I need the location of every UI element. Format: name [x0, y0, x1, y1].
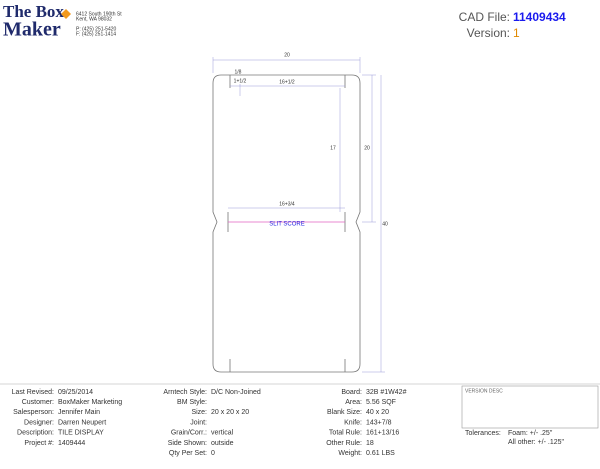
- logo-diamond: [61, 9, 71, 19]
- field-value: 0.61 LBS: [366, 450, 395, 457]
- field-value: 143+7/8: [366, 419, 392, 426]
- field-label: Description:: [17, 430, 54, 437]
- field-value: D/C Non-Joined: [211, 389, 261, 396]
- dimension: 17: [330, 145, 336, 151]
- dimension: 40: [382, 221, 388, 227]
- dimension: 16+3/4: [279, 201, 295, 207]
- field-value: 32B #1W42#: [366, 389, 407, 396]
- version-value: 1: [513, 26, 520, 40]
- field-value: 40 x 20: [366, 409, 389, 416]
- field-value: 09/25/2014: [58, 389, 93, 396]
- field-value: 161+13/16: [366, 430, 399, 437]
- field-value: vertical: [211, 430, 234, 437]
- field-value: TILE DISPLAY: [58, 430, 104, 437]
- field-label: BM Style:: [177, 399, 207, 406]
- dimension: 20: [284, 52, 290, 58]
- logo-top: The Box: [3, 2, 64, 21]
- field-value: 18: [366, 440, 374, 447]
- address: Kent, WA 98032: [76, 16, 112, 22]
- field-label: Salesperson:: [13, 409, 54, 416]
- field-value: Jennifer Main: [58, 409, 100, 416]
- field-label: Qty Per Set:: [169, 450, 207, 457]
- slots: [227, 75, 346, 372]
- dimension: 1+1/2: [234, 78, 247, 84]
- field-label: Weight:: [338, 450, 362, 457]
- dimension: 1/8: [235, 69, 242, 75]
- field-value: Darren Neupert: [58, 419, 106, 426]
- version-box: [461, 385, 599, 429]
- tolerances-label: Tolerances:: [465, 430, 501, 437]
- dimension: 16+1/2: [279, 79, 295, 85]
- footer-fields: Last Revised: 09/25/2014 Customer: BoxMaker…: [12, 389, 407, 457]
- field-label: Project #:: [24, 440, 54, 447]
- slit-score-label: SLIT SCORE: [269, 222, 305, 228]
- cad-label: CAD File:: [459, 10, 510, 24]
- field-label: Total Rule:: [329, 430, 362, 437]
- field-label: Side Shown:: [168, 440, 207, 447]
- field-value: 1409444: [58, 440, 85, 447]
- field-value: BoxMaker Marketing: [58, 399, 122, 406]
- field-label: Grain/Corr.:: [171, 430, 207, 437]
- version-desc: VERSION DESC: [465, 388, 503, 394]
- field-label: Other Rule:: [326, 440, 362, 447]
- field-label: Customer:: [22, 399, 54, 406]
- cad-value: 11409434: [513, 10, 566, 24]
- address: P: (425) 251-5420: [76, 26, 117, 32]
- logo-bottom: Maker: [3, 19, 61, 41]
- tolerance: Foam: +/- .25": [508, 430, 553, 437]
- address: 6412 South 190th St: [76, 11, 122, 17]
- dimension-line: [230, 84, 345, 96]
- field-label: Area:: [345, 399, 362, 406]
- version-label: Version:: [467, 26, 510, 40]
- dimension-line: [362, 74, 376, 223]
- dimension-line: [212, 57, 361, 73]
- field-value: 20 x 20 x 20: [211, 409, 249, 416]
- field-label: Board:: [341, 389, 362, 396]
- field-value: 0: [211, 450, 215, 457]
- field-label: Designer:: [24, 419, 54, 426]
- field-label: Last Revised:: [12, 389, 54, 396]
- field-label: Size:: [191, 409, 207, 416]
- field-label: Joint:: [190, 419, 207, 426]
- field-value: outside: [211, 440, 234, 447]
- tolerance: All other: +/- .125": [508, 439, 565, 446]
- dimension-line: [362, 75, 385, 373]
- field-label: Arntech Style:: [163, 389, 207, 396]
- address: F: (425) 251-1414: [76, 31, 116, 37]
- die-outline: [212, 74, 361, 373]
- field-label: Blank Size:: [327, 409, 362, 416]
- dimension: 20: [364, 145, 370, 151]
- field-label: Knife:: [344, 419, 362, 426]
- field-value: 5.56 SQF: [366, 399, 396, 406]
